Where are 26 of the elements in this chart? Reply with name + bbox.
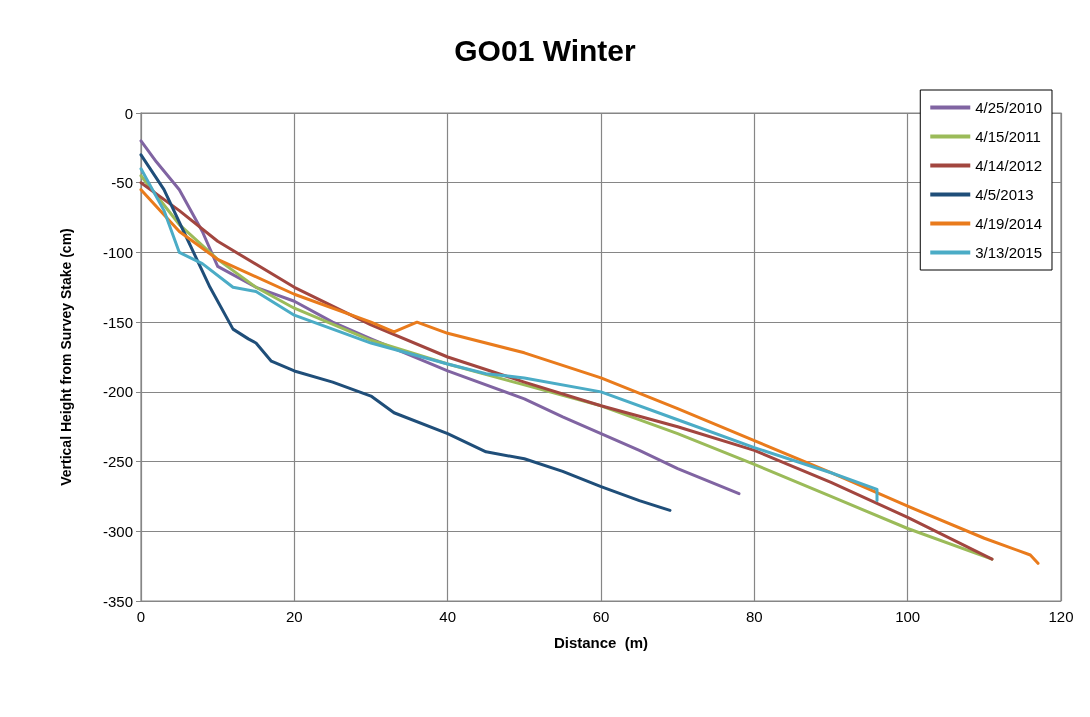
y-axis-title: Vertical Height from Survey Stake (cm) [58,228,74,486]
legend-label: 4/19/2014 [975,215,1042,232]
x-tick-label: 120 [1048,608,1074,625]
line-series [139,167,879,503]
y-tick-label: -250 [102,453,133,471]
y-tick-label: -200 [102,383,133,401]
y-tick-label: -50 [111,174,133,192]
y-tick-label: -100 [102,243,133,261]
y-tick-label: -150 [102,313,133,331]
x-tick-label: 100 [895,608,921,625]
y-tick-label: -300 [102,522,133,540]
line-series [139,153,672,512]
legend-label: 4/14/2012 [975,157,1042,174]
y-tick-label: 0 [124,104,133,122]
legend-label: 4/5/2013 [975,186,1034,203]
legend-label: 3/13/2015 [975,244,1042,261]
x-tick-label: 20 [285,608,303,625]
x-tick-label: 80 [745,608,763,625]
y-tick-label: -350 [102,592,133,610]
legend-label: 4/15/2011 [975,128,1041,145]
chart-title: GO01 Winter [454,33,637,67]
x-tick-label: 40 [439,608,457,625]
x-axis-title: Distance (m) [553,634,649,651]
legend-label: 4/25/2010 [975,99,1042,116]
x-tick-label: 0 [136,608,146,625]
x-tick-label: 60 [592,608,610,625]
